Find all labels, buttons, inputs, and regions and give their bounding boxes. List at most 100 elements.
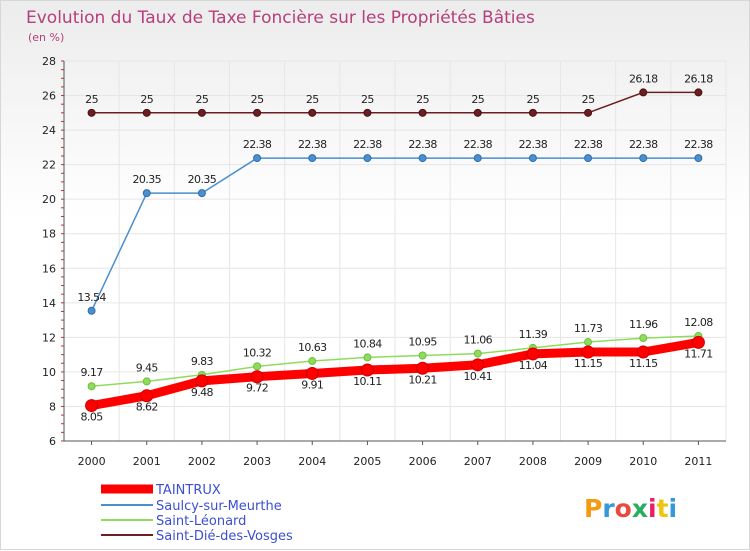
data-label: 26.18 <box>629 72 658 85</box>
logo-letter: x <box>632 494 648 523</box>
data-point <box>87 108 96 117</box>
x-tick-label: 2008 <box>519 455 547 468</box>
data-label: 25 <box>306 93 319 106</box>
data-point <box>87 306 96 315</box>
data-label: 11.39 <box>519 328 548 341</box>
data-label: 8.05 <box>81 411 104 424</box>
data-point <box>581 345 595 359</box>
grid <box>63 60 727 442</box>
data-point <box>694 154 703 163</box>
data-point <box>360 363 374 377</box>
y-tick-label: 6 <box>49 435 56 448</box>
data-point <box>473 349 482 358</box>
chart-subtitle: (en %) <box>28 31 64 44</box>
x-tick-label: 2003 <box>243 455 271 468</box>
data-label: 13.54 <box>77 291 106 304</box>
y-tick-label: 20 <box>42 193 56 206</box>
y-tick-label: 8 <box>49 400 56 413</box>
series-line-1 <box>90 157 700 312</box>
data-label: 25 <box>196 93 209 106</box>
data-point <box>142 377 151 386</box>
data-point <box>85 399 99 413</box>
data-point <box>363 353 372 362</box>
data-point <box>142 108 151 117</box>
data-label: 11.06 <box>464 334 493 347</box>
data-point <box>471 358 485 372</box>
x-tick-label: 2011 <box>684 455 712 468</box>
legend-label: Saint-Dié-des-Vosges <box>156 529 293 544</box>
x-tick-label: 2004 <box>298 455 326 468</box>
y-tick-label: 12 <box>42 331 56 344</box>
data-label: 9.17 <box>81 366 104 379</box>
x-tick-label: 2001 <box>133 455 161 468</box>
data-label: 20.35 <box>133 173 162 186</box>
data-point <box>584 338 593 347</box>
data-label: 25 <box>582 93 595 106</box>
x-tick-label: 2010 <box>629 455 657 468</box>
data-point <box>473 154 482 163</box>
y-tick-label: 22 <box>42 159 56 172</box>
data-label: 22.38 <box>408 138 437 151</box>
data-label: 9.83 <box>191 355 214 368</box>
data-point <box>308 108 317 117</box>
data-label: 25 <box>361 93 374 106</box>
data-label: 11.04 <box>519 359 548 372</box>
x-tick-label: 2007 <box>464 455 492 468</box>
series-line-3 <box>90 91 700 114</box>
proxiti-logo: Proxiti <box>584 494 677 523</box>
data-point <box>142 189 151 198</box>
data-point <box>639 88 648 97</box>
x-tick-label: 2009 <box>574 455 602 468</box>
data-point <box>418 108 427 117</box>
y-tick-label: 16 <box>42 262 56 275</box>
data-point <box>526 347 540 361</box>
data-point <box>691 335 705 349</box>
data-point <box>418 351 427 360</box>
x-tick-label: 2000 <box>78 455 106 468</box>
legend-label: TAINTRUX <box>155 483 221 498</box>
data-label: 22.38 <box>464 138 493 151</box>
legend-label: Saulcy-sur-Meurthe <box>156 499 282 514</box>
data-point <box>639 154 648 163</box>
legend-label: Saint-Léonard <box>156 514 246 529</box>
data-point <box>694 88 703 97</box>
data-label: 9.45 <box>136 361 159 374</box>
logo-letter: i <box>669 494 678 523</box>
data-point <box>363 154 372 163</box>
data-label: 11.15 <box>574 357 603 370</box>
data-point <box>636 345 650 359</box>
data-label: 8.62 <box>136 401 158 414</box>
data-point <box>253 108 262 117</box>
data-point <box>639 334 648 343</box>
data-label: 11.71 <box>684 347 713 360</box>
data-point <box>418 154 427 163</box>
data-label: 11.96 <box>629 318 658 331</box>
logo-letter: t <box>657 494 669 523</box>
axes: 6 8 10 12 14 16 18 20 22 24 26 28 2000 2001 2002 2003 20… <box>42 55 726 468</box>
data-point <box>140 389 154 403</box>
data-label: 25 <box>471 93 484 106</box>
data-label: 20.35 <box>188 173 217 186</box>
data-label: 10.84 <box>353 337 382 350</box>
data-label: 22.38 <box>519 138 548 151</box>
data-label: 10.41 <box>464 370 493 383</box>
data-label: 11.73 <box>574 322 603 335</box>
data-label: 22.38 <box>243 138 272 151</box>
data-label: 22.38 <box>298 138 327 151</box>
data-label: 10.32 <box>243 346 272 359</box>
data-point <box>584 154 593 163</box>
data-label: 10.11 <box>353 375 382 388</box>
data-label: 22.38 <box>574 138 603 151</box>
data-point <box>253 154 262 163</box>
data-point <box>308 357 317 366</box>
data-label: 10.95 <box>408 336 437 349</box>
data-label: 22.38 <box>684 138 713 151</box>
logo-letter: i <box>648 494 657 523</box>
y-tick-label: 18 <box>42 228 56 241</box>
y-tick-label: 26 <box>42 90 56 103</box>
data-point <box>308 154 317 163</box>
series-line-0 <box>87 337 703 411</box>
data-label: 25 <box>416 93 429 106</box>
